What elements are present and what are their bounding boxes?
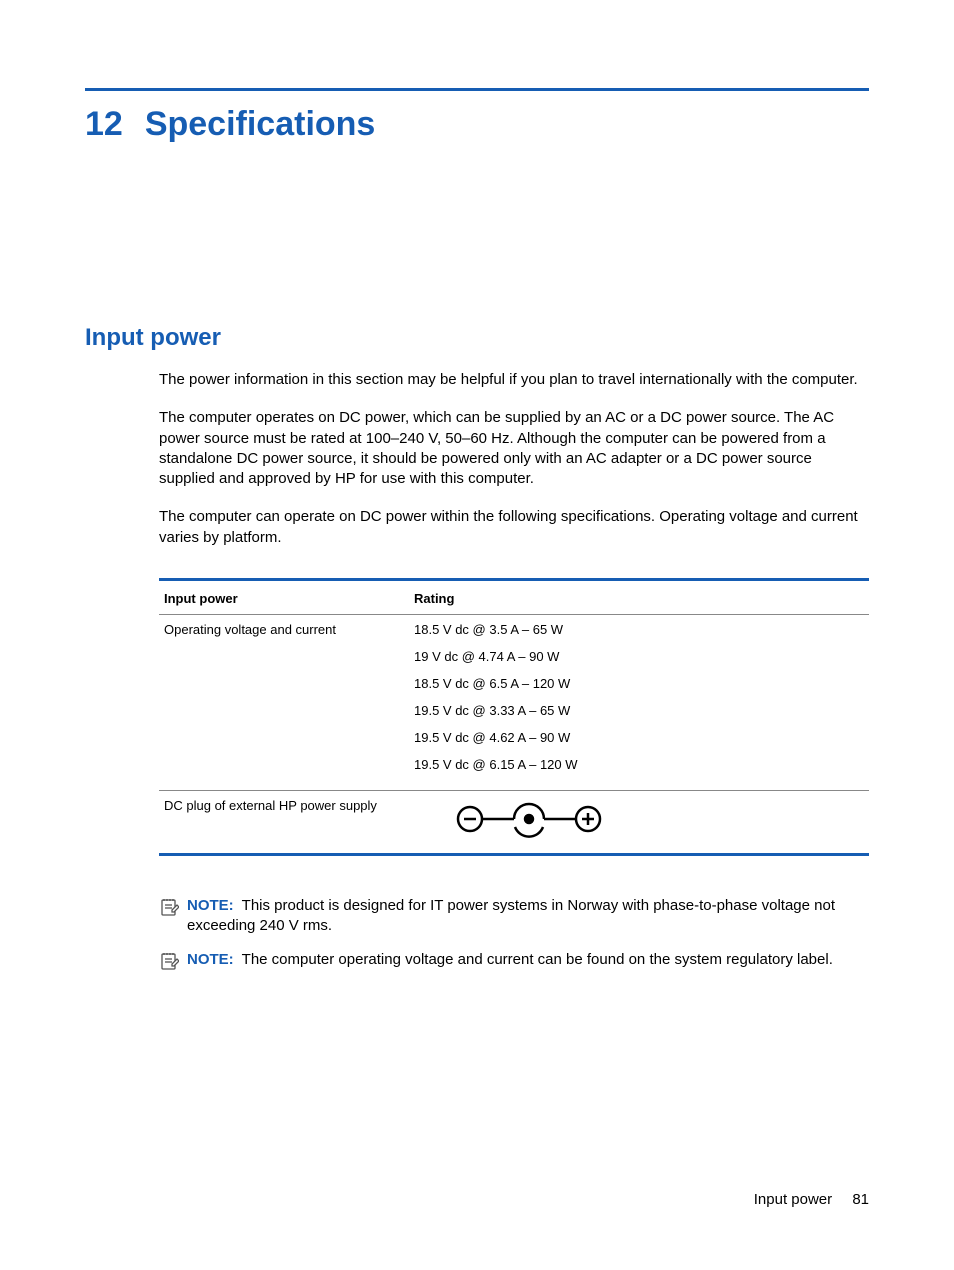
- paragraph-3: The computer can operate on DC power wit…: [159, 507, 869, 548]
- table-row: DC plug of external HP power supply: [159, 791, 869, 853]
- note-text: NOTE: The computer operating voltage and …: [187, 950, 869, 970]
- note-body: The computer operating voltage and curre…: [242, 951, 833, 968]
- note-label: NOTE:: [187, 897, 234, 914]
- note-text: NOTE:This product is designed for IT pow…: [187, 896, 869, 937]
- chapter-title: Specifications: [145, 105, 376, 143]
- table-header-left: Input power: [159, 591, 414, 606]
- footer-section: Input power: [754, 1191, 832, 1208]
- note-block: NOTE:This product is designed for IT pow…: [159, 896, 869, 937]
- rating-value: 19.5 V dc @ 3.33 A – 65 W: [414, 697, 869, 724]
- note-icon: [159, 897, 183, 923]
- top-rule: [85, 88, 869, 91]
- footer-page-number: 81: [852, 1191, 869, 1208]
- chapter-heading: 12 Specifications: [85, 105, 869, 144]
- rating-value: 19.5 V dc @ 6.15 A – 120 W: [414, 751, 869, 778]
- chapter-number: 12: [85, 105, 123, 144]
- note-label: NOTE:: [187, 951, 234, 968]
- note-body: This product is designed for IT power sy…: [187, 897, 835, 934]
- table-header-right: Rating: [414, 591, 869, 606]
- rating-value: 18.5 V dc @ 3.5 A – 65 W: [414, 622, 869, 643]
- dc-plug-polarity-icon: [454, 798, 604, 840]
- paragraph-1: The power information in this section ma…: [159, 370, 869, 390]
- dc-plug-diagram: [414, 798, 869, 843]
- section-heading: Input power: [85, 324, 869, 352]
- rating-value: 19.5 V dc @ 4.62 A – 90 W: [414, 724, 869, 751]
- note-block: NOTE: The computer operating voltage and …: [159, 950, 869, 977]
- rating-value: 18.5 V dc @ 6.5 A – 120 W: [414, 670, 869, 697]
- spec-table: Input power Rating Operating voltage and…: [159, 578, 869, 856]
- table-row: Operating voltage and current 18.5 V dc …: [159, 615, 869, 790]
- page-footer: Input power 81: [754, 1191, 869, 1208]
- table-header-row: Input power Rating: [159, 581, 869, 615]
- table-ratings: 18.5 V dc @ 3.5 A – 65 W 19 V dc @ 4.74 …: [414, 622, 869, 790]
- table-row-label: DC plug of external HP power supply: [159, 798, 414, 843]
- note-icon: [159, 951, 183, 977]
- table-row-label: Operating voltage and current: [159, 622, 414, 790]
- rating-value: 19 V dc @ 4.74 A – 90 W: [414, 643, 869, 670]
- paragraph-2: The computer operates on DC power, which…: [159, 408, 869, 489]
